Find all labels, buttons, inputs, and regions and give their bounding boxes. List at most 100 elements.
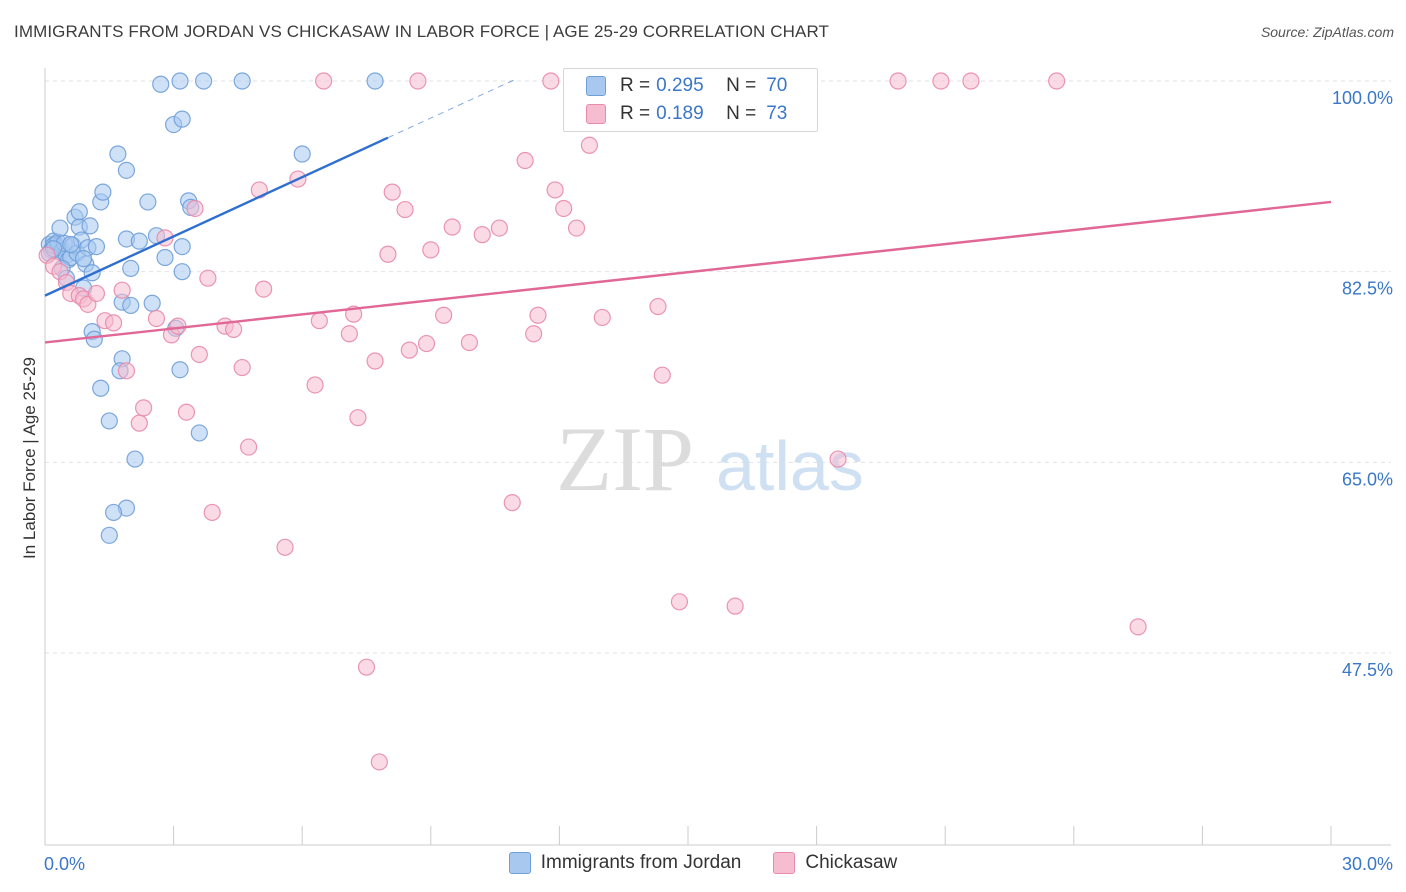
jordan-trend-line [44,136,389,297]
chickasaw-point [525,325,543,343]
legend-label-chickasaw: Chickasaw [805,852,898,873]
chickasaw-point [542,72,560,90]
chickasaw-point [460,333,478,352]
jordan-point [92,379,110,397]
series-legend: Immigrants from Jordan Chickasaw [0,852,1406,874]
jordan-point [62,235,80,254]
jordan-point [85,330,103,348]
chickasaw-point [233,358,251,377]
chickasaw-point [529,306,547,324]
points-layer [38,72,1147,771]
chickasaw-point [113,281,131,299]
jordan-point [81,217,99,235]
chickasaw-point [546,181,564,199]
chickasaw-point [1048,72,1066,90]
legend-r-value: 0.295 [656,75,704,96]
jordan-point [143,294,161,312]
chickasaw-point [503,494,521,512]
chickasaw-point [932,72,950,90]
chickasaw-point [649,297,667,316]
chickasaw-point [829,450,847,468]
watermark-zip: ZIP [556,408,694,510]
chickasaw-point [199,269,217,287]
legend-row-jordan: R = 0.295 N = 70 [586,73,787,99]
stats-legend: R = 0.295 N = 70 R = 0.189 N = 73 [563,68,818,132]
x-tick-label: 0.0% [44,854,85,874]
legend-label-jordan: Immigrants from Jordan [540,852,742,873]
chickasaw-point [255,280,273,298]
jordan-point [109,145,127,163]
trend-layer [44,78,1332,344]
jordan-point [126,450,144,468]
legend-r-label: R = [620,75,651,96]
jordan-point [139,193,157,211]
chickasaw-point [370,753,388,771]
chickasaw-point [130,414,148,432]
chickasaw-point [670,593,689,611]
chickasaw-point [567,219,586,237]
jordan-point [100,526,118,544]
y-tick-label: 65.0% [1342,469,1393,489]
chickasaw-point [177,403,196,421]
chickasaw-point [443,218,461,236]
jordan-point [117,161,136,179]
chickasaw-point [134,399,153,417]
legend-swatch-jordan [508,852,531,874]
chickasaw-point [147,309,166,328]
jordan-point [190,424,208,442]
legend-n-value: 73 [766,103,788,124]
chickasaw-point [435,306,453,324]
chart-source: Source: ZipAtlas.com [1260,24,1394,40]
jordan-point [156,248,174,267]
jordan-point [100,412,118,430]
legend-swatch-chickasaw [586,104,606,124]
chickasaw-point [490,219,508,237]
jordan-point [70,203,88,221]
chickasaw-point [117,362,136,380]
chickasaw-point [889,72,907,90]
jordan-point [293,145,311,163]
chickasaw-point [366,352,384,370]
chickasaw-point [186,199,204,218]
chickasaw-point [225,320,243,339]
chickasaw-point [169,317,187,335]
jordan-point [87,238,106,256]
jordan-point [233,72,251,90]
chickasaw-point [653,366,671,384]
chickasaw-point [240,438,258,456]
jordan-point [195,72,213,90]
chickasaw-point [190,345,208,364]
legend-n-label: N = [726,103,757,124]
legend-n-value: 70 [766,75,788,96]
chickasaw-point [383,183,401,201]
chickasaw-point [422,241,440,259]
legend-r-label: R = [620,103,651,124]
chickasaw-point [555,199,573,218]
jordan-point [122,296,140,315]
tick-label-layer: 47.5% 65.0% 82.5% 100.0% 0.0% 30.0% [44,88,1393,874]
legend-item-chickasaw[interactable]: Chickasaw [773,852,897,874]
chickasaw-point [473,226,491,244]
y-tick-label: 47.5% [1342,660,1393,680]
jordan-point [173,238,191,256]
legend-item-jordan[interactable]: Immigrants from Jordan [508,852,742,874]
y-tick-label: 82.5% [1342,279,1393,299]
chickasaw-point [580,136,599,154]
legend-swatch-jordan [586,76,606,96]
chickasaw-point [104,314,123,332]
chickasaw-point [87,284,106,303]
jordan-point [173,110,191,128]
jordan-point [130,232,148,250]
chickasaw-point [593,308,611,327]
jordan-point [51,219,69,237]
jordan-point [94,183,112,201]
chickasaw-point [400,341,418,359]
chickasaw-point [379,245,397,263]
chickasaw-point [276,538,294,556]
jordan-point [104,503,123,522]
chickasaw-point [357,658,376,676]
chickasaw-point [726,597,744,615]
chickasaw-point [310,312,328,330]
chickasaw-point [516,151,534,170]
